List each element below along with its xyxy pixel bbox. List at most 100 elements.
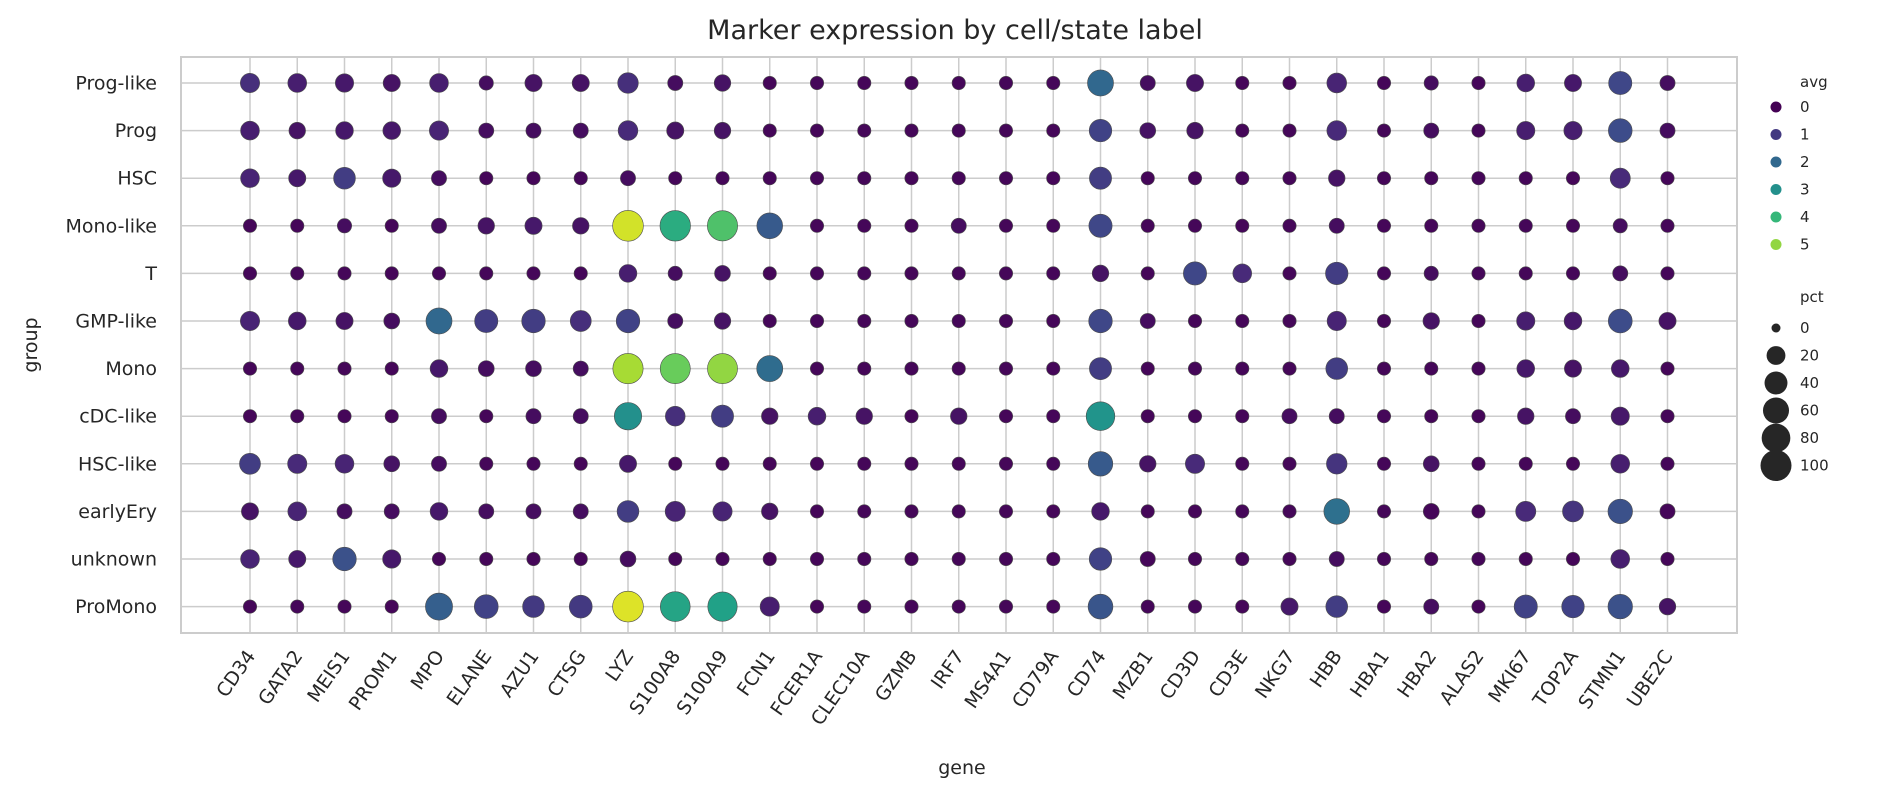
dot-marker xyxy=(1046,361,1061,376)
dot-marker xyxy=(477,360,495,377)
dot-marker xyxy=(998,266,1013,281)
dot-marker xyxy=(619,550,637,568)
dot-marker xyxy=(1516,121,1536,141)
dot-marker xyxy=(1323,498,1350,525)
dot-marker xyxy=(243,361,258,376)
dot-marker xyxy=(1282,504,1297,519)
dot-marker xyxy=(759,596,780,617)
dot-marker xyxy=(756,355,784,382)
dot-marker xyxy=(1183,261,1207,286)
dot-marker xyxy=(612,353,644,385)
dot-marker xyxy=(1282,266,1297,281)
y-axis-label: group xyxy=(20,317,42,372)
dot-marker xyxy=(425,592,453,621)
dot-marker xyxy=(1140,218,1155,233)
dot-marker xyxy=(431,217,447,234)
dot-marker xyxy=(1377,361,1392,376)
dot-marker xyxy=(1088,547,1113,571)
dot-marker xyxy=(1471,218,1486,233)
legend-avg-marker xyxy=(1770,211,1782,223)
legend-avg-label: 3 xyxy=(1800,181,1810,199)
dot-marker xyxy=(998,456,1013,471)
legend-avg-label: 0 xyxy=(1800,98,1810,116)
legend-pct-label: 80 xyxy=(1800,429,1819,447)
dot-marker xyxy=(1566,456,1581,471)
dot-marker xyxy=(1660,266,1675,281)
dot-marker xyxy=(334,454,355,474)
dot-marker xyxy=(1377,218,1392,233)
dot-marker xyxy=(1326,311,1347,331)
dot-marker xyxy=(1046,171,1061,186)
dot-marker xyxy=(526,266,541,281)
dot-marker xyxy=(1046,76,1061,91)
y-tick-label: earlyEry xyxy=(78,501,157,523)
legend-avg-marker xyxy=(1770,239,1782,250)
legend-avg-label: 5 xyxy=(1800,236,1810,254)
y-tick-label: T xyxy=(144,263,157,285)
dot-marker xyxy=(761,502,779,521)
dot-marker xyxy=(1377,171,1392,186)
y-tick-label: ProMono xyxy=(75,596,157,618)
y-tick-label: HSC-like xyxy=(78,453,157,475)
dot-marker xyxy=(904,456,919,471)
dot-marker xyxy=(1658,597,1677,616)
dot-marker xyxy=(1422,503,1440,520)
dot-marker xyxy=(288,169,307,188)
dot-marker xyxy=(951,599,966,614)
dot-marker xyxy=(1235,599,1250,614)
dot-marker xyxy=(1607,498,1633,524)
dot-marker xyxy=(524,216,543,235)
dot-marker xyxy=(479,551,494,566)
dot-marker xyxy=(713,121,732,140)
dot-marker xyxy=(1235,123,1250,138)
dot-marker xyxy=(951,313,966,328)
dot-marker xyxy=(290,266,305,281)
dot-marker xyxy=(572,360,589,377)
legend-avg-marker xyxy=(1770,101,1782,113)
dot-marker xyxy=(1186,121,1204,140)
dot-marker xyxy=(619,454,637,473)
dot-marker xyxy=(1660,551,1675,566)
dot-marker xyxy=(240,168,260,188)
dot-marker xyxy=(287,453,308,474)
dot-marker xyxy=(384,218,399,233)
dot-marker xyxy=(713,74,732,92)
legend-avg-label: 2 xyxy=(1800,153,1810,171)
dot-marker xyxy=(573,266,588,281)
dot-marker xyxy=(478,503,495,520)
dot-marker xyxy=(1140,361,1155,376)
y-tick-label: GMP-like xyxy=(75,311,157,333)
dot-marker xyxy=(857,76,872,91)
dot-marker xyxy=(904,599,919,614)
dot-marker xyxy=(1659,75,1676,91)
dots-layer xyxy=(239,69,1677,623)
dot-marker xyxy=(1424,361,1439,376)
dot-marker xyxy=(807,407,827,426)
dot-marker xyxy=(478,122,495,139)
dot-marker xyxy=(479,171,494,186)
dot-marker xyxy=(1518,266,1533,281)
dot-marker xyxy=(857,361,872,376)
dot-marker xyxy=(1186,74,1204,92)
dot-marker xyxy=(1140,599,1155,614)
dot-marker xyxy=(384,266,399,281)
dot-marker xyxy=(384,361,399,376)
dot-marker xyxy=(998,551,1013,566)
dot-marker xyxy=(1424,171,1439,186)
dot-marker xyxy=(857,599,872,614)
dot-marker xyxy=(904,409,919,424)
dot-marker xyxy=(857,313,872,328)
legend-avg-label: 1 xyxy=(1800,126,1810,144)
dot-marker xyxy=(711,404,734,428)
dot-marker xyxy=(809,76,824,91)
legend-avg: avg 0 1 2 3 4 5 xyxy=(1770,73,1828,254)
dot-marker xyxy=(429,502,449,521)
dot-marker xyxy=(477,217,495,235)
dot-marker xyxy=(572,217,590,235)
dot-marker xyxy=(713,312,732,330)
dot-marker xyxy=(1612,265,1629,282)
dot-marker xyxy=(1282,123,1297,138)
dot-marker xyxy=(337,599,352,614)
dot-marker xyxy=(573,551,588,566)
dot-marker xyxy=(1424,409,1439,424)
